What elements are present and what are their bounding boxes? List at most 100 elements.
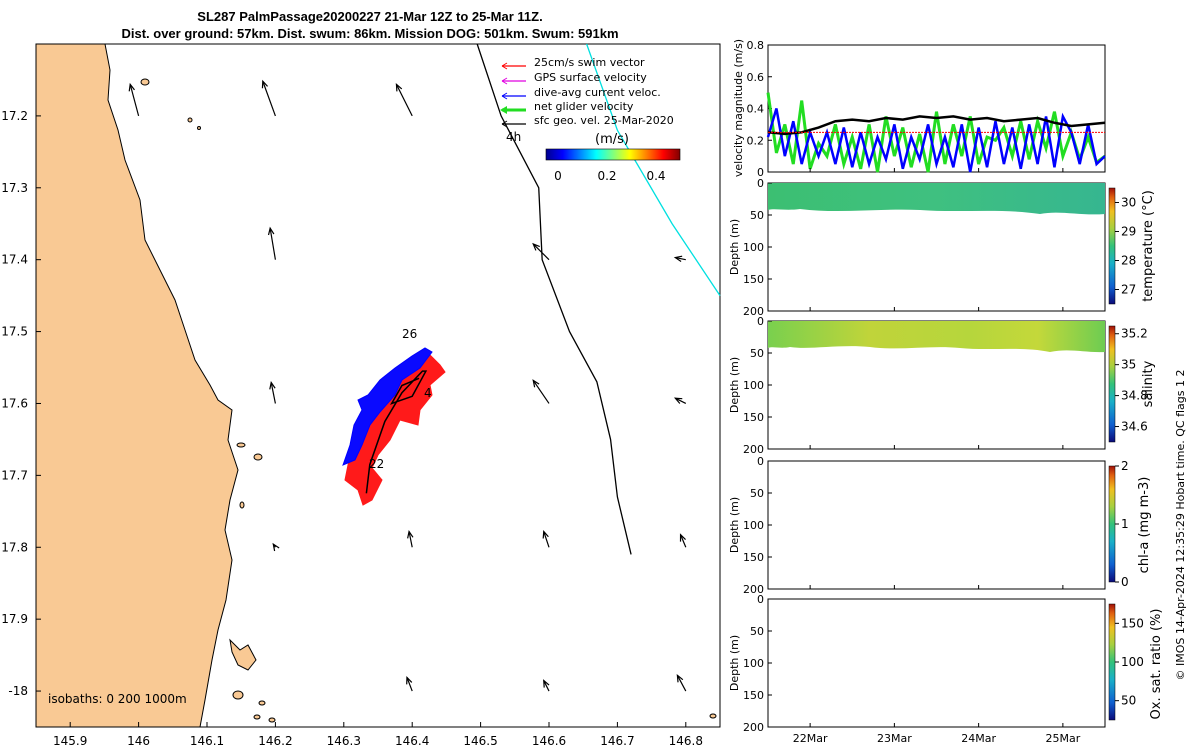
- depth-tick-label: 0: [757, 593, 764, 606]
- sfc-geo-arrowhead: [395, 83, 403, 92]
- island: [236, 442, 246, 448]
- colorbar-tick-0.4: 0.4: [646, 169, 665, 183]
- island-group: [140, 78, 717, 723]
- depth-tick-label: 50: [750, 625, 764, 638]
- colorbar-tick-label: 100: [1121, 655, 1144, 669]
- salinity-colorbar: [1108, 325, 1116, 443]
- velocity-y-tick-label: 0: [757, 166, 764, 179]
- velocity-y-label: velocity magnitude (m/s): [732, 39, 745, 177]
- colorbar-tick-label: 35: [1121, 358, 1136, 372]
- map-legend: 25cm/s swim vector GPS surface velocity …: [500, 56, 681, 183]
- sfc-geo-arrowhead: [679, 533, 686, 542]
- legend-glider: net glider velocity: [534, 100, 634, 113]
- sfc-geo-arrow: [543, 531, 550, 548]
- dive-avg-current-swath: [342, 347, 433, 466]
- legend-gps-arrowhead: [501, 77, 508, 85]
- glider-track-line: [365, 370, 428, 494]
- island: [253, 453, 263, 461]
- sfc-geo-arrowhead: [542, 530, 549, 539]
- map-x-tick-label: 146.8: [669, 734, 703, 748]
- island: [253, 714, 261, 720]
- imos-footer-note: © IMOS 14-Apr-2024 12:35:29 Hobart time.…: [1174, 370, 1187, 681]
- legend-diveavg-arrowhead: [501, 92, 508, 100]
- colorbar-tick-label: 34.8: [1121, 389, 1148, 403]
- velocity-series-dive-avg-current-veloc-: [766, 108, 1106, 173]
- sfc-geo-arrow: [679, 534, 687, 548]
- legend-glider-arrowhead: [500, 106, 507, 114]
- depth-tick-label: 200: [743, 583, 764, 596]
- oxygen-colorbar: [1108, 603, 1116, 721]
- depth-tick-label: 50: [750, 209, 764, 222]
- colorbar-tick-label: 30: [1121, 196, 1136, 210]
- legend-time-label: 4h: [506, 130, 521, 144]
- sfc-geo-arrow: [406, 677, 413, 692]
- isobath-label: isobaths: 0 200 1000m: [48, 692, 187, 706]
- velocity-y-tick-label: 0.6: [747, 71, 765, 84]
- track-label-26: 26: [402, 327, 417, 341]
- isobath-1000m-line: [586, 43, 721, 296]
- title-line-2: Dist. over ground: 57km. Dist. swum: 86k…: [121, 26, 619, 41]
- depth-axis-label: Depth (m): [728, 357, 741, 413]
- velocity-y-tick-label: 0.2: [747, 134, 765, 147]
- velocity-y-axis: 0 0.2 0.4 0.6 0.8: [747, 39, 772, 179]
- depth-tick-label: 150: [743, 411, 764, 424]
- colorbar-tick-label: 150: [1121, 616, 1144, 630]
- colorbar-tick-0: 0: [554, 169, 562, 183]
- speed-colorbar: [545, 148, 681, 161]
- colorbar-tick-label: 35.2: [1121, 327, 1148, 341]
- oxygen-colorbar-label: Ox. sat. ratio (%): [1149, 609, 1164, 720]
- velocity-y-tick-label: 0.8: [747, 39, 765, 52]
- map-x-tick-label: 146.3: [327, 734, 361, 748]
- sfc-geo-arrowhead: [269, 380, 276, 390]
- map-x-tick-label: 146.4: [395, 734, 429, 748]
- velocity-series-sfc-geo-vel-: [767, 115, 1106, 136]
- sfc-geo-vector-field: [128, 79, 687, 692]
- island: [239, 501, 245, 509]
- map-y-tick-label: 17.9: [1, 612, 28, 626]
- time-tick-label: 23Mar: [877, 732, 912, 745]
- island: [258, 700, 266, 706]
- depth-tick-label: 200: [743, 305, 764, 318]
- velocity-panel: 0 0.2 0.4 0.6 0.8 velocity magnitude (m/s): [732, 39, 1106, 179]
- chla-colorbar: [1108, 465, 1116, 583]
- temperature-panel: temperature (°C): [767, 182, 1156, 312]
- map-y-tick-label: 17.8: [1, 540, 28, 554]
- map-x-tick-label: 146: [127, 734, 150, 748]
- track-label-22: 22: [369, 457, 384, 471]
- colorbar-tick-label: 50: [1121, 694, 1136, 708]
- depth-tick-label: 150: [743, 551, 764, 564]
- island: [140, 78, 150, 86]
- track-label-4: 4: [424, 386, 432, 400]
- colorbar-tick-label: 29: [1121, 225, 1136, 239]
- colorbar-tick-label: 0: [1121, 575, 1129, 589]
- depth-tick-label: 0: [757, 315, 764, 328]
- sfc-geo-arrowhead: [407, 530, 414, 539]
- sfc-geo-arrow: [543, 680, 550, 692]
- sfc-geo-arrowhead: [267, 226, 275, 236]
- sfc-geo-arrowhead: [673, 255, 683, 263]
- colorbar-tick-label: 28: [1121, 254, 1136, 268]
- sfc-geo-arrowhead: [673, 397, 683, 404]
- sfc-geo-arrow: [262, 81, 276, 117]
- map-y-tick-label: 17.5: [1, 325, 28, 339]
- depth-axis-label: Depth (m): [728, 635, 741, 691]
- map-x-tick-label: 146.2: [258, 734, 292, 748]
- depth-tick-label: 200: [743, 443, 764, 456]
- map-x-tick-label: 146.1: [190, 734, 224, 748]
- oxygen-frame: [767, 598, 1106, 728]
- map-x-tick-label: 146.7: [600, 734, 634, 748]
- sfc-geo-arrow: [676, 675, 687, 692]
- map-panel: 26 4 22 145.9 146 146.1 146.2 146.3 146.4 146.…: [1, 43, 721, 748]
- legend-diveavg: dive-avg current veloc.: [534, 86, 661, 99]
- title-line-1: SL287 PalmPassage20200227 21-Mar 12Z to …: [197, 9, 543, 24]
- temperature-colorbar-label: temperature (°C): [1141, 190, 1156, 302]
- temperature-field: [768, 183, 1105, 215]
- legend-sfcgeo-arrowhead: [501, 120, 508, 128]
- island: [709, 713, 717, 719]
- sfc-geo-arrow: [270, 382, 276, 404]
- chla-colorbar-label: chl-a (mg m-3): [1137, 477, 1152, 574]
- depth-tick-label: 100: [743, 379, 764, 392]
- time-tick-label: 22Mar: [793, 732, 828, 745]
